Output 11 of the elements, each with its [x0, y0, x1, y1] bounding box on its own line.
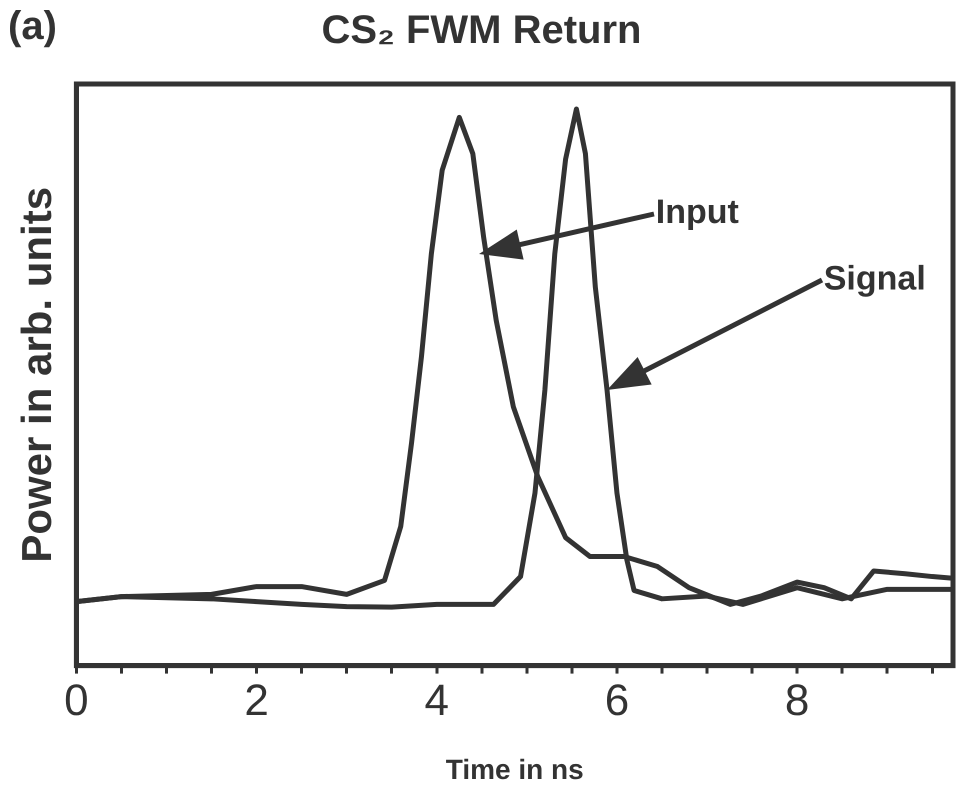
x-tick-label: 8: [784, 676, 810, 726]
chart-title: CS₂ FWM Return: [322, 8, 642, 52]
x-tick-label: 2: [244, 676, 269, 726]
y-axis-title: Power in arb. units: [12, 186, 60, 563]
x-tick-label: 6: [604, 676, 630, 726]
x-axis-title: Time in ns: [446, 754, 584, 785]
x-tick-label: 0: [64, 676, 89, 726]
annotation: Input: [656, 193, 739, 232]
x-tick-label: 4: [424, 676, 450, 726]
text: (a): [8, 4, 57, 48]
annotation: Signal: [824, 259, 926, 298]
